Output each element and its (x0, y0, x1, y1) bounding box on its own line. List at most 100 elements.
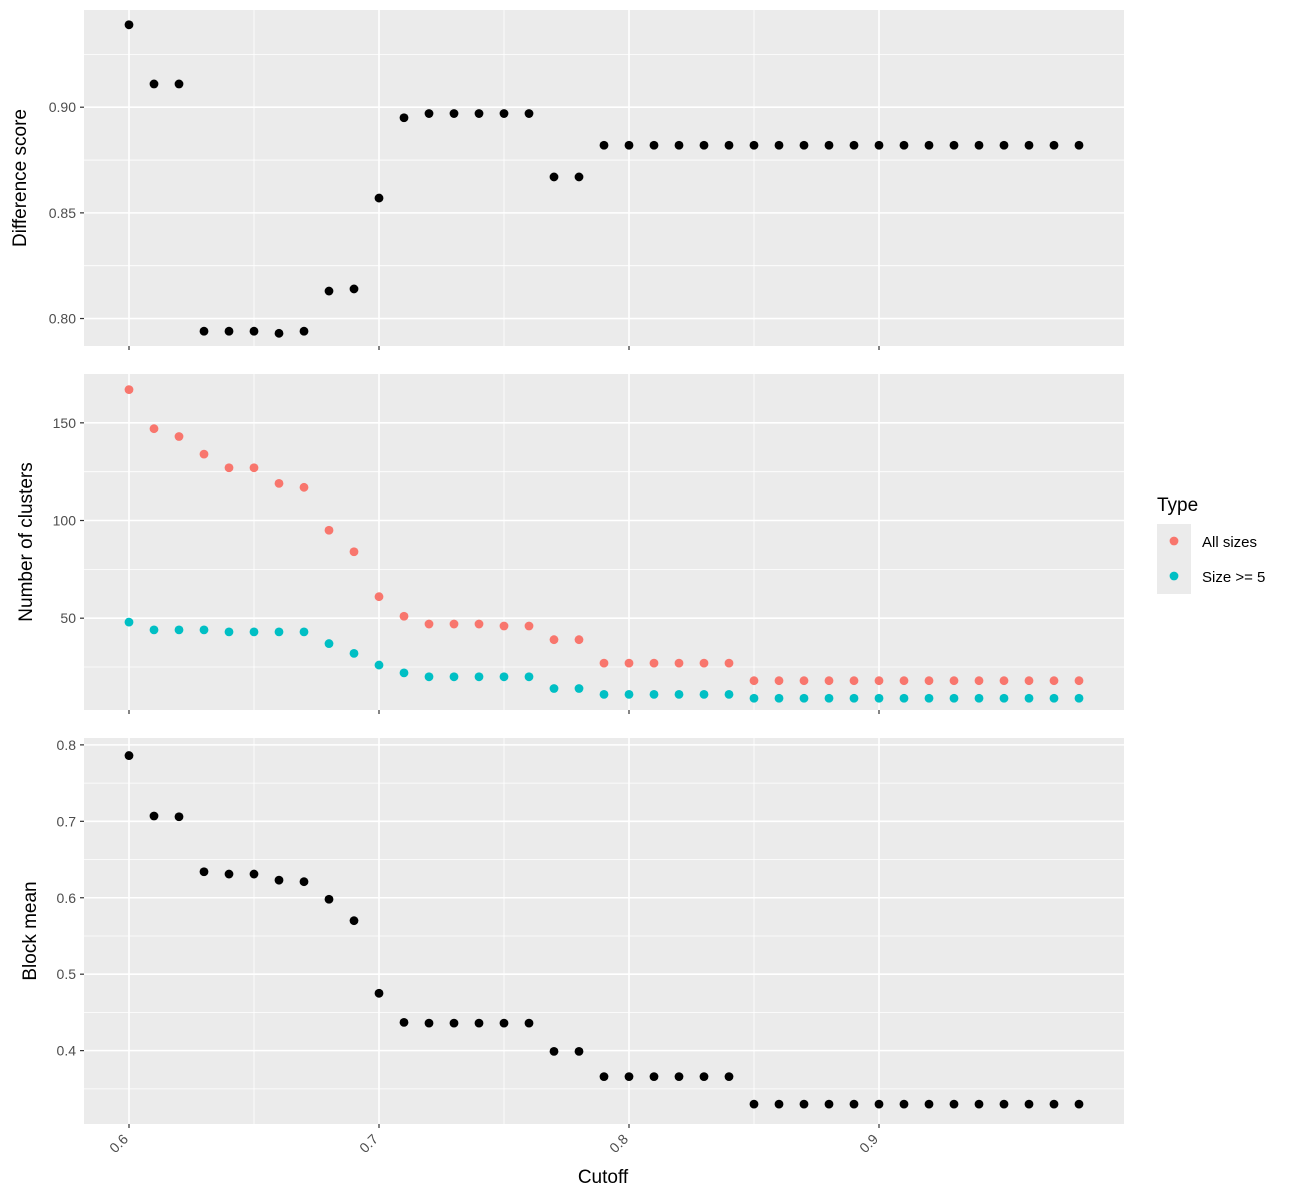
y-tick-label: 0.4 (57, 1043, 77, 1059)
data-point (249, 627, 259, 637)
data-point (424, 109, 434, 118)
panel-background (84, 10, 1124, 346)
y-tick-label: 150 (53, 415, 77, 431)
data-point (699, 1072, 709, 1082)
y-tick-label: 0.7 (57, 813, 77, 829)
data-point (574, 684, 584, 693)
data-point (649, 140, 659, 150)
data-point (999, 140, 1009, 150)
data-point (499, 672, 509, 682)
data-point (224, 627, 234, 637)
data-point (1074, 1099, 1084, 1109)
data-point (349, 284, 359, 294)
data-point (974, 140, 984, 150)
data-point (899, 140, 909, 150)
data-point (174, 625, 184, 635)
data-point (874, 676, 884, 686)
data-point (299, 482, 309, 492)
data-point (974, 693, 984, 703)
data-point (649, 689, 659, 699)
data-point (549, 172, 559, 182)
data-point (249, 326, 259, 336)
data-point (199, 449, 209, 459)
data-point (224, 326, 234, 336)
data-point (1074, 693, 1084, 703)
data-point (349, 648, 359, 658)
data-point (799, 676, 809, 686)
data-point (199, 326, 209, 336)
data-point (799, 140, 809, 150)
data-point (699, 689, 709, 699)
data-point (949, 140, 959, 150)
data-point (224, 463, 234, 473)
data-point (274, 478, 284, 488)
data-point (599, 689, 609, 699)
data-point (674, 140, 684, 150)
data-point (449, 109, 459, 118)
data-point (824, 140, 834, 150)
data-point (749, 1099, 759, 1109)
data-point (924, 140, 934, 150)
data-point (399, 1017, 409, 1027)
data-point (449, 1018, 459, 1028)
y-axis-title: Difference score (10, 109, 31, 247)
data-point (1074, 676, 1084, 686)
data-point (149, 79, 159, 89)
data-point (774, 676, 784, 686)
data-point (424, 1018, 434, 1028)
data-point (449, 672, 459, 682)
data-point (449, 619, 459, 629)
data-point (474, 619, 484, 629)
legend: Type All sizes Size >= 5 (1157, 495, 1265, 594)
data-point (824, 693, 834, 703)
data-point (249, 869, 259, 879)
y-axis-title: Number of clusters (16, 462, 37, 621)
legend-key (1169, 571, 1179, 581)
data-point (499, 1018, 509, 1028)
data-point (299, 326, 309, 336)
data-point (424, 619, 434, 629)
panel: 50 100 150 Number of clusters (16, 374, 1124, 714)
y-tick-label: 0.80 (49, 311, 76, 327)
x-tick-label: 0.6 (106, 1131, 131, 1156)
legend-items: All sizes Size >= 5 (1169, 534, 1265, 586)
data-point (849, 693, 859, 703)
data-point (674, 658, 684, 668)
data-point (374, 988, 384, 998)
data-point (899, 693, 909, 703)
data-point (574, 172, 584, 182)
data-point (899, 676, 909, 686)
data-point (974, 676, 984, 686)
data-point (1049, 676, 1059, 686)
data-point (149, 424, 159, 434)
data-point (124, 617, 134, 627)
data-point (799, 693, 809, 703)
data-point (174, 79, 184, 89)
legend-title: Type (1157, 495, 1198, 516)
data-point (1024, 693, 1034, 703)
panel: 0.80 0.85 0.90 Difference score (10, 10, 1124, 350)
data-point (699, 140, 709, 150)
data-point (724, 140, 734, 150)
data-point (899, 1099, 909, 1109)
data-point (574, 635, 584, 645)
data-point (724, 1072, 734, 1082)
data-point (249, 463, 259, 473)
panel: 0.4 0.5 0.6 0.7 0.8 Block mean (20, 737, 1124, 1128)
data-point (524, 621, 534, 631)
panel-background (84, 374, 1124, 710)
data-point (274, 875, 284, 885)
data-point (849, 140, 859, 150)
y-tick-label: 0.5 (57, 966, 77, 982)
data-point (124, 751, 134, 760)
legend-label: Size >= 5 (1202, 569, 1265, 586)
data-point (299, 627, 309, 637)
data-point (299, 877, 309, 887)
data-point (174, 432, 184, 441)
y-tick-label: 0.8 (57, 737, 77, 753)
data-point (524, 1018, 534, 1028)
y-tick-label: 0.90 (49, 99, 76, 115)
data-point (949, 693, 959, 703)
data-point (749, 693, 759, 703)
